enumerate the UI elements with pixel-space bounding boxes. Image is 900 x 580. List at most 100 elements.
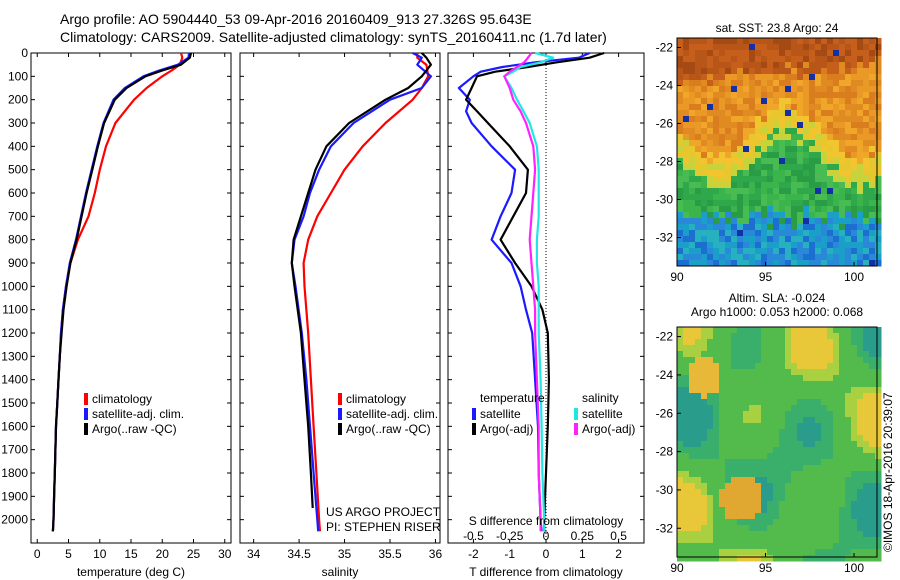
sst-map-cell (689, 152, 696, 159)
sla-map-cell (869, 471, 876, 478)
sla-map-cell (755, 531, 762, 538)
sla-map-cell (767, 393, 774, 400)
sla-map-cell (779, 405, 786, 412)
sla-map-cell (773, 387, 780, 394)
sst-map-cell (803, 248, 810, 255)
sst-map-cell (755, 236, 762, 243)
sla-map-cell (773, 483, 780, 490)
sst-map-cell (839, 236, 846, 243)
sst-map-cell (761, 248, 768, 255)
sla-map-cell (773, 417, 780, 424)
sla-map-cell (845, 423, 852, 430)
sla-map-cell (707, 351, 714, 358)
sla-map-cell (797, 471, 804, 478)
sst-map-cell (743, 170, 750, 177)
sst-map-cell (737, 56, 744, 63)
sla-map-cell (857, 411, 864, 418)
sla-map-cell (761, 435, 768, 442)
sla-map-cell (707, 393, 714, 400)
sst-map-cell (677, 200, 684, 207)
sst-map-cell (791, 68, 798, 75)
sla-map-cell (839, 345, 846, 352)
salinity-series-blue (290, 52, 432, 532)
sst-map-cell (863, 248, 870, 255)
sla-map-cell (707, 441, 714, 448)
sst-map-cell (779, 146, 786, 153)
sla-map-cell (851, 429, 858, 436)
sla-map-cell (677, 435, 684, 442)
sst-map-cell (695, 80, 702, 87)
sst-map-cell (767, 206, 774, 213)
sla-map-cell (767, 555, 774, 562)
sla-map-cell (797, 537, 804, 544)
sla-map-cell (803, 351, 810, 358)
sst-map-cell (875, 170, 882, 177)
sla-map-cell (827, 327, 834, 334)
sst-map-cell (719, 92, 726, 99)
sla-map-cell (791, 537, 798, 544)
sla-map-cell (869, 399, 876, 406)
sst-map-cell (869, 182, 876, 189)
sla-map-cell (761, 531, 768, 538)
sla-map-cell (821, 501, 828, 508)
sla-map-cell (791, 549, 798, 556)
sst-map-cell (707, 224, 714, 231)
sla-map-cell (851, 441, 858, 448)
sst-map-cell (767, 122, 774, 129)
sst-map-cell (785, 92, 792, 99)
sst-map-cell (851, 44, 858, 51)
sla-map-cell (869, 417, 876, 424)
sst-map-cell (737, 98, 744, 105)
sst-map-cell (875, 230, 882, 237)
sla-map-cell (851, 495, 858, 502)
sst-map-cell (857, 122, 864, 129)
sla-map-cell (749, 429, 756, 436)
sla-map-cell (773, 393, 780, 400)
sst-map-cell (761, 68, 768, 75)
sst-map-cell (797, 236, 804, 243)
sst-map-cell (689, 212, 696, 219)
sst-map-cell (695, 164, 702, 171)
sst-map-cell (689, 200, 696, 207)
sst-map-cell (875, 134, 882, 141)
sla-map-cell (737, 387, 744, 394)
sst-map-cell (791, 110, 798, 117)
sst-map-cell (839, 128, 846, 135)
sst-map-cell (809, 218, 816, 225)
sst-map-cell (779, 230, 786, 237)
sla-map-cell (707, 543, 714, 550)
sla-map-cell (785, 441, 792, 448)
sst-map-cell (773, 206, 780, 213)
sst-map-cell (809, 86, 816, 93)
sla-map-cell (677, 495, 684, 502)
sst-map-cell (683, 230, 690, 237)
sst-map-frame (676, 37, 878, 267)
sla-map-cell (815, 525, 822, 532)
sst-map-cell (707, 86, 714, 93)
sla-map-cell (863, 345, 870, 352)
sst-map-cell (821, 104, 828, 111)
sla-map-cell (779, 375, 786, 382)
sla-map-cell (803, 399, 810, 406)
sla-map-cell (779, 429, 786, 436)
sst-map-cell (833, 170, 840, 177)
sst-map-cell (755, 218, 762, 225)
sla-map-cell (827, 537, 834, 544)
sst-map-cell (797, 56, 804, 63)
sla-map-cell (875, 351, 882, 358)
sla-map-cell (863, 363, 870, 370)
sla-map-cell (713, 447, 720, 454)
sla-map-cell (863, 417, 870, 424)
sla-map-cell (677, 537, 684, 544)
sst-map-cell (725, 254, 732, 261)
sla-map-cell (857, 537, 864, 544)
sst-map-cell (701, 152, 708, 159)
sst-map-cell (707, 134, 714, 141)
sst-map-cell (755, 254, 762, 261)
sst-map-cell (695, 170, 702, 177)
sla-map-cell (869, 483, 876, 490)
sla-map-cell (803, 537, 810, 544)
sst-map-cell (833, 122, 840, 129)
sst-map-cell (719, 248, 726, 255)
legend-title-temperature: temperature (480, 391, 545, 405)
